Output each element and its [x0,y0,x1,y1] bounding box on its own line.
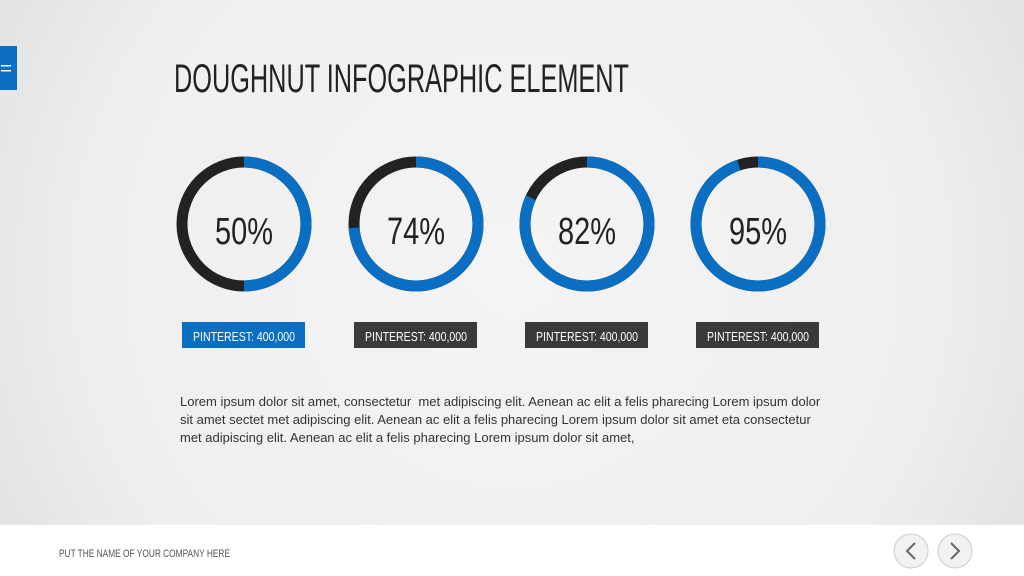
caption-text: PINTEREST: 400,000 [193,329,295,344]
donut-arc [243,156,312,292]
menu-tab[interactable] [0,46,17,90]
next-circle[interactable] [937,533,973,569]
prev-circle[interactable] [893,533,929,569]
caption-text: PINTEREST: 400,000 [707,329,809,344]
donut-label: 74% [387,211,445,253]
caption-box [182,322,305,348]
donut-arc [519,156,655,292]
footer-text: PUT THE NAME OF YOUR COMPANY HERE [59,548,230,560]
donut-label: 50% [215,211,273,253]
menu-icon [1,65,11,67]
prev-button[interactable] [893,533,929,569]
donut-arc [690,156,826,292]
caption-box [354,322,477,348]
next-button[interactable] [937,533,973,569]
caption-text: PINTEREST: 400,000 [536,329,638,344]
footer-bar [0,525,1024,576]
menu-icon [1,70,11,72]
title: DOUGHNUT INFOGRAPHIC ELEMENT [174,57,629,101]
prev-arrow [905,542,916,560]
caption-box [525,322,648,348]
next-arrow [950,542,961,560]
caption-text: PINTEREST: 400,000 [365,329,467,344]
donut-arc [348,156,484,292]
caption-box [696,322,819,348]
body-text: Lorem ipsum dolor sit amet, consectetur … [180,394,824,445]
donut-label: 95% [729,211,787,253]
donut-label: 82% [558,211,616,253]
